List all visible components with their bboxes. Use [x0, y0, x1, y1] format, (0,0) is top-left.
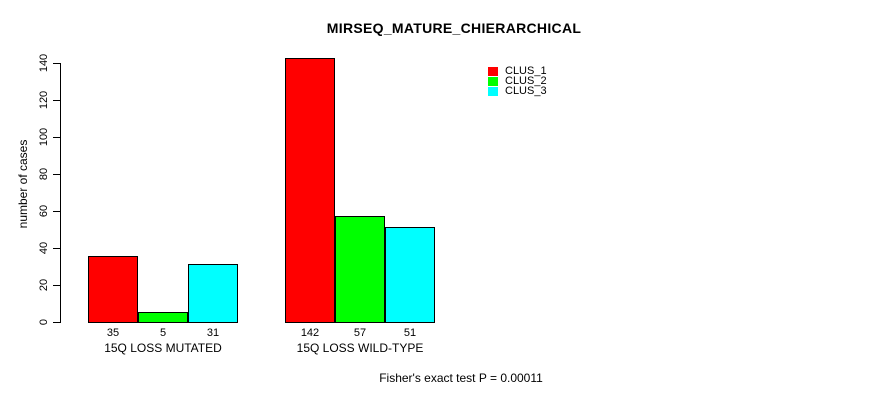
bar-clus_1-group1: [88, 256, 138, 323]
legend-label: CLUS_3: [505, 85, 547, 97]
bar-clus_1-group2: [285, 58, 335, 323]
y-tick-mark: [53, 322, 60, 323]
y-tick-label: 140: [38, 53, 50, 73]
bar-clus_3-group2: [385, 227, 435, 323]
y-tick-mark: [53, 63, 60, 64]
bar-value-label: 57: [353, 327, 367, 339]
y-tick-label: 100: [38, 127, 50, 147]
category-label: 15Q LOSS MUTATED: [104, 341, 222, 355]
y-tick-label: 60: [38, 204, 50, 218]
legend-swatch-icon: [488, 86, 498, 96]
y-tick-label: 120: [38, 90, 50, 110]
bar-clus_2-group1: [138, 312, 188, 323]
chart-title: MIRSEQ_MATURE_CHIERARCHICAL: [326, 20, 582, 36]
bar-value-label: 5: [159, 327, 167, 339]
y-tick-mark: [53, 211, 60, 212]
y-tick-mark: [53, 285, 60, 286]
legend-swatch-icon: [488, 66, 498, 76]
y-tick-mark: [53, 137, 60, 138]
legend-swatch-icon: [488, 76, 498, 86]
bar-clus_2-group2: [335, 216, 385, 323]
y-tick-label: 40: [38, 241, 50, 255]
y-axis-label: number of cases: [16, 139, 30, 229]
y-tick-label: 20: [38, 278, 50, 292]
footnote: Fisher's exact test P = 0.00011: [379, 371, 543, 385]
legend-item-clus_2: CLUS_2: [488, 75, 547, 87]
bar-value-label: 31: [206, 327, 220, 339]
legend-item-clus_3: CLUS_3: [488, 85, 547, 97]
y-tick-mark: [53, 100, 60, 101]
legend-item-clus_1: CLUS_1: [488, 65, 547, 77]
bar-value-label: 51: [403, 327, 417, 339]
y-tick-mark: [53, 174, 60, 175]
y-tick-label: 0: [38, 318, 50, 326]
bar-value-label: 35: [106, 327, 120, 339]
bar-clus_3-group1: [188, 264, 238, 323]
legend-label: CLUS_1: [505, 65, 547, 77]
y-axis-line: [60, 63, 61, 323]
legend-label: CLUS_2: [505, 75, 547, 87]
y-tick-label: 80: [38, 167, 50, 181]
category-label: 15Q LOSS WILD-TYPE: [296, 341, 424, 355]
y-tick-mark: [53, 248, 60, 249]
legend: CLUS_1 CLUS_2 CLUS_3: [488, 65, 547, 97]
bar-value-label: 142: [300, 327, 320, 339]
